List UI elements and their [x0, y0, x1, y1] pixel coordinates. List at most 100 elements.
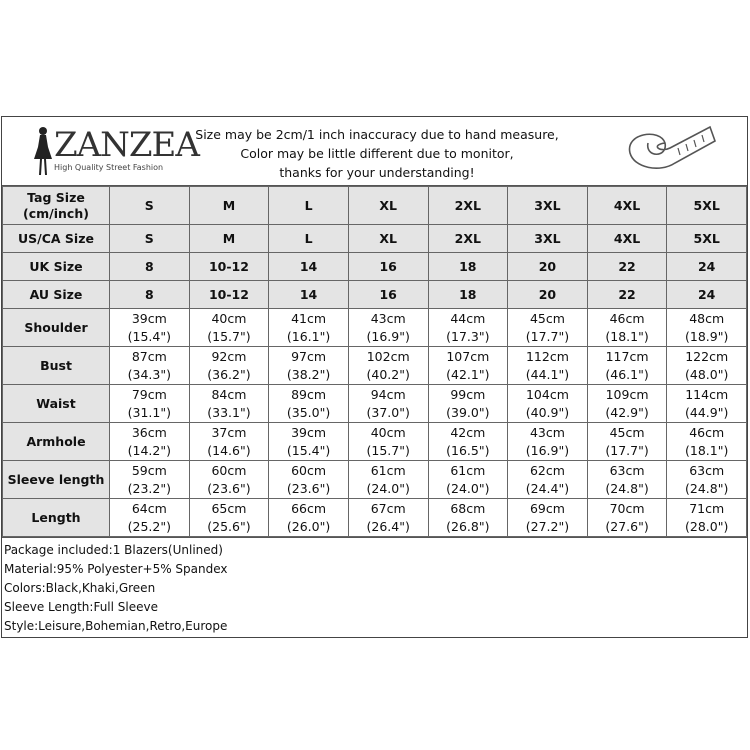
- cm-value: 40cm: [211, 310, 247, 326]
- row-label-text: Shoulder: [24, 319, 88, 335]
- cm-value: 36cm: [131, 424, 167, 440]
- inch-value: (40.9"): [525, 404, 570, 420]
- cm-value: 46cm: [609, 310, 645, 326]
- cm-value: 37cm: [211, 424, 247, 440]
- inch-value: (25.2"): [127, 518, 171, 534]
- inch-value: (16.1"): [286, 328, 331, 344]
- inch-value: (33.1"): [207, 404, 251, 420]
- model-silhouette-icon: [34, 127, 52, 176]
- size-value: 2XL: [454, 231, 481, 246]
- size-cell: 24: [666, 280, 747, 309]
- size-cell: 16: [347, 252, 429, 281]
- measure-cell: 45cm (17.7"): [586, 422, 668, 461]
- inch-value: (24.0"): [366, 480, 410, 496]
- measure-cell: 36cm (14.2"): [109, 422, 190, 461]
- row-label: AU Size: [2, 280, 110, 309]
- measure-cell: 45cm (17.7"): [507, 308, 588, 347]
- cm-value: 63cm: [689, 462, 725, 478]
- cm-value: 59cm: [131, 462, 167, 478]
- cm-value: 102cm: [366, 348, 410, 364]
- measure-cell: 79cm (31.1"): [109, 384, 190, 423]
- inch-value: (18.1"): [605, 328, 649, 344]
- inch-value: (24.8"): [605, 480, 649, 496]
- inch-value: (15.4"): [127, 328, 171, 344]
- size-row: AU Size 8 10-12 14 16 18 20 22 24: [2, 280, 747, 309]
- measure-cell: 65cm (25.6"): [188, 498, 270, 537]
- size-value: 24: [697, 287, 716, 302]
- measure-cell: 60cm (23.6"): [268, 460, 349, 499]
- measure-cell: 43cm (16.9"): [347, 308, 429, 347]
- row-label: US/CA Size: [2, 224, 110, 253]
- inch-value: (14.6"): [207, 442, 251, 458]
- inch-value: (26.0"): [286, 518, 331, 534]
- measure-cell: 63cm (24.8"): [666, 460, 747, 499]
- cm-value: 62cm: [529, 462, 565, 478]
- size-value: 18: [459, 287, 477, 302]
- measuring-tape-icon: [628, 125, 716, 169]
- inch-value: (35.0"): [286, 404, 331, 420]
- cm-value: 104cm: [525, 386, 569, 402]
- measure-row: Armhole 36cm (14.2") 37cm (14.6") 39cm (15.4")…: [2, 422, 747, 461]
- cm-value: 97cm: [291, 348, 327, 364]
- note-material: Material:95% Polyester+5% Spandex: [4, 562, 228, 576]
- cm-value: 63cm: [609, 462, 645, 478]
- row-label-text: Waist: [36, 395, 76, 411]
- measure-cell: 99cm (39.0"): [427, 384, 509, 423]
- size-value: 5XL: [693, 198, 720, 213]
- measure-cell: 39cm (15.4"): [268, 422, 349, 461]
- inch-value: (15.7"): [366, 442, 410, 458]
- measure-cell: 64cm (25.2"): [109, 498, 190, 537]
- size-value: 10-12: [208, 259, 249, 274]
- inch-value: (16.5"): [446, 442, 490, 458]
- size-cell: 14: [268, 252, 349, 281]
- size-cell: 3XL: [507, 224, 588, 253]
- cm-value: 61cm: [370, 462, 406, 478]
- measure-row: Bust 87cm (34.3") 92cm (36.2") 97cm (38.2") 102…: [2, 346, 747, 385]
- measure-row: Shoulder 39cm (15.4") 40cm (15.7") 41cm (16.1"…: [2, 308, 747, 347]
- cm-value: 45cm: [529, 310, 565, 326]
- measure-cell: 69cm (27.2"): [507, 498, 588, 537]
- size-value: 24: [697, 259, 716, 274]
- measure-cell: 46cm (18.1"): [586, 308, 668, 347]
- note-colors: Colors:Black,Khaki,Green: [4, 581, 156, 595]
- inch-value: (23.6"): [286, 480, 331, 496]
- row-label-text: UK Size: [29, 259, 83, 274]
- cm-value: 112cm: [525, 348, 569, 364]
- row-label: Shoulder: [2, 308, 110, 347]
- size-value: 14: [299, 259, 318, 274]
- size-chart: ZANZEA High Quality Street Fashion Size …: [1, 116, 748, 638]
- inch-value: (24.8"): [685, 480, 729, 496]
- row-label: Length: [2, 498, 110, 537]
- size-cell: 2XL: [427, 224, 509, 253]
- size-cell: L: [268, 186, 349, 225]
- row-label: Armhole: [2, 422, 110, 461]
- row-label: Tag Size (cm/inch): [2, 186, 110, 225]
- size-row: UK Size 8 10-12 14 16 18 20 22 24: [2, 252, 747, 281]
- size-cell: M: [188, 224, 270, 253]
- cm-value: 61cm: [450, 462, 486, 478]
- inch-value: (17.3"): [446, 328, 490, 344]
- size-value: M: [222, 198, 236, 213]
- measure-row: Sleeve length 59cm (23.2") 60cm (23.6") 60cm (…: [2, 460, 747, 499]
- measure-cell: 87cm (34.3"): [109, 346, 190, 385]
- size-cell: XL: [347, 186, 429, 225]
- measure-cell: 104cm (40.9"): [507, 384, 588, 423]
- measure-cell: 37cm (14.6"): [188, 422, 270, 461]
- size-value: 8: [144, 287, 154, 302]
- size-cell: XL: [347, 224, 429, 253]
- inch-value: (37.0"): [366, 404, 410, 420]
- row-label-text: US/CA Size: [18, 231, 94, 246]
- measure-cell: 71cm (28.0"): [666, 498, 747, 537]
- row-label: Sleeve length: [2, 460, 110, 499]
- cm-value: 79cm: [131, 386, 167, 402]
- size-value: L: [304, 198, 313, 213]
- inch-value: (24.0"): [446, 480, 490, 496]
- inch-value: (31.1"): [127, 404, 171, 420]
- cm-value: 70cm: [609, 500, 645, 516]
- row-label-text: Sleeve length: [7, 471, 105, 487]
- row-label: Waist: [2, 384, 110, 423]
- inch-value: (40.2"): [366, 366, 410, 382]
- size-value: S: [144, 231, 154, 246]
- size-cell: 5XL: [666, 186, 747, 225]
- inch-value: (36.2"): [207, 366, 251, 382]
